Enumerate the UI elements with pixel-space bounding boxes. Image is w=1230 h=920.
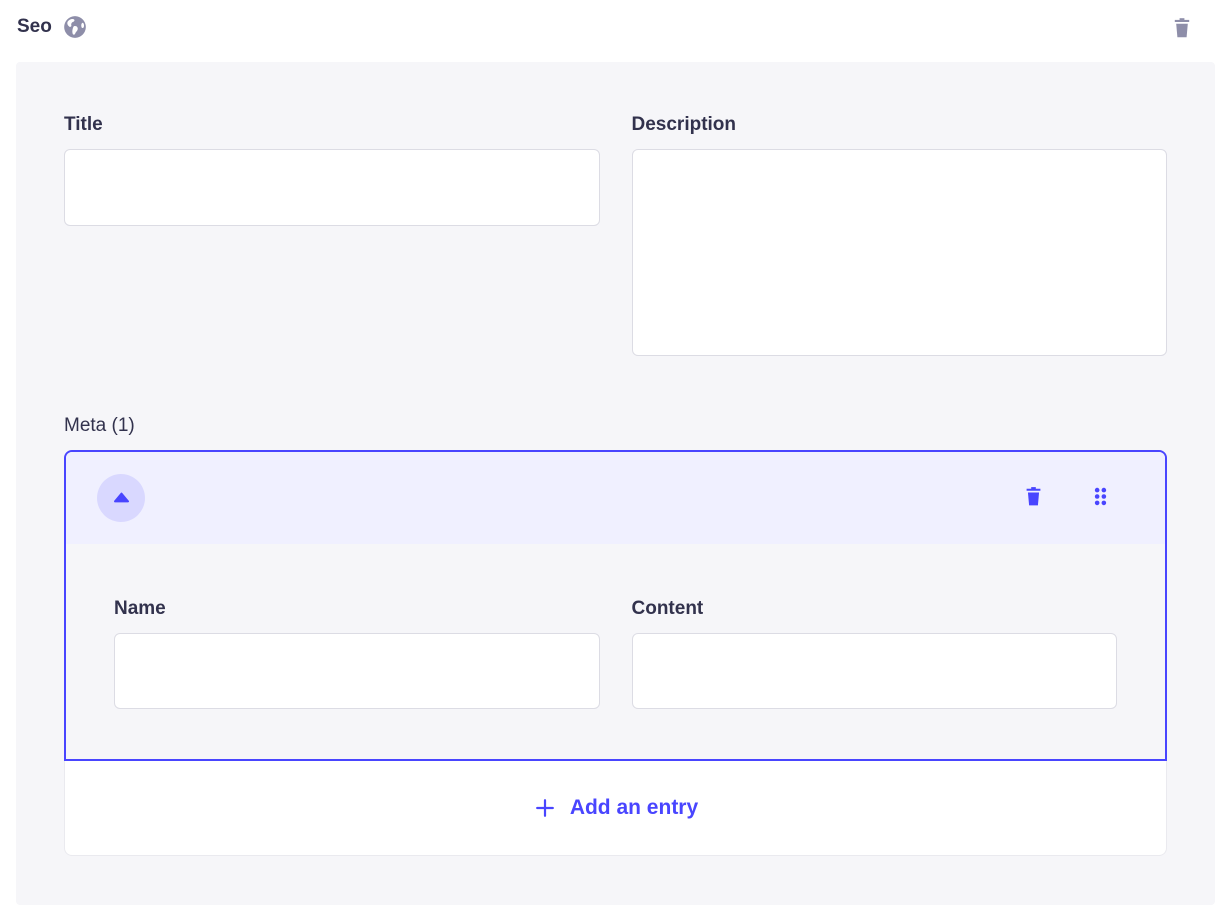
content-input[interactable] [631,633,1117,709]
add-entry-button[interactable]: Add an entry [533,796,698,820]
title-input[interactable] [64,149,600,226]
caret-up-icon [113,491,130,506]
meta-section: Meta (1) [64,415,1167,856]
add-entry-label: Add an entry [569,796,699,819]
description-label: Description [631,114,737,135]
field-name: Name [114,598,600,709]
field-title: Title [64,114,600,226]
plus-icon [533,796,557,820]
meta-entry-header [66,452,1165,544]
trash-icon [1170,16,1194,43]
globe-icon [62,14,88,40]
drag-handle-icon [1089,485,1112,511]
meta-entry: Name Content [64,450,1167,761]
field-description: Description [631,114,1167,361]
fields-row: Title Description [64,114,1167,361]
meta-entry-body: Name Content [66,544,1165,759]
component-title-group: Seo [17,14,88,40]
name-label: Name [114,598,166,619]
trash-icon [1022,485,1045,511]
meta-entry-footer: Add an entry [64,761,1167,856]
page-title: Seo [17,16,52,37]
collapse-entry-button[interactable] [97,474,145,522]
name-input[interactable] [114,633,600,709]
delete-component-button[interactable] [1168,14,1196,45]
drag-entry-handle[interactable] [1087,483,1114,513]
field-content: Content [631,598,1117,709]
component-header: Seo [0,0,1230,62]
delete-entry-button[interactable] [1020,483,1047,513]
entry-actions [1020,483,1114,513]
meta-label: Meta (1) [64,415,135,436]
title-label: Title [64,114,103,135]
description-textarea[interactable] [631,149,1167,356]
content-label: Content [631,598,704,619]
component-body-panel: Title Description Meta (1) [16,62,1215,905]
